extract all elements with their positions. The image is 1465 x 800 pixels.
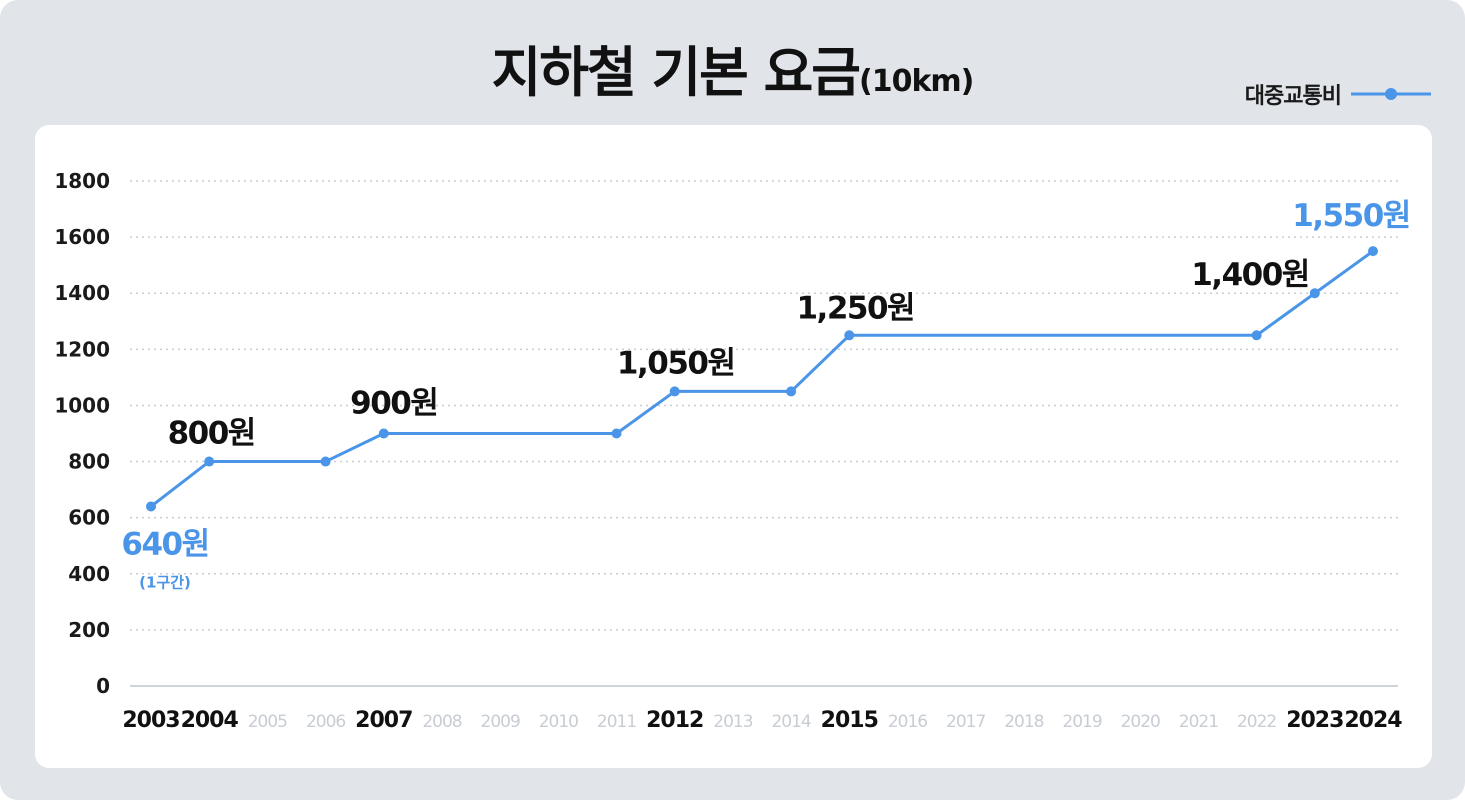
data-point xyxy=(1368,246,1378,257)
x-tick-label: 2023 xyxy=(1286,708,1343,733)
x-tick-label: 2009 xyxy=(481,712,520,732)
y-tick-label: 600 xyxy=(68,506,110,530)
y-tick-label: 1400 xyxy=(54,281,110,305)
x-tick-label: 2007 xyxy=(355,708,412,733)
x-axis-ticks: 2003 2004 2005 2006 2007 2008 2009 2010 2011 2012… xyxy=(122,708,1403,733)
series-layer xyxy=(146,246,1378,512)
data-point xyxy=(1309,288,1320,299)
legend: 대중교통비 xyxy=(1245,78,1431,110)
chart-title-suffix: (10km) xyxy=(858,64,974,99)
x-tick-label: 2005 xyxy=(248,712,287,732)
x-tick-label: 2004 xyxy=(181,708,239,733)
data-label: 1,050원 xyxy=(617,345,735,381)
x-tick-label: 2003 xyxy=(122,708,179,733)
data-point xyxy=(844,330,855,341)
data-label: 1,250원 xyxy=(796,290,914,326)
x-tick-label: 2020 xyxy=(1121,712,1160,732)
y-tick-label: 1000 xyxy=(54,393,110,417)
y-tick-label: 400 xyxy=(68,562,110,586)
y-tick-label: 1200 xyxy=(54,337,110,361)
x-tick-label: 2019 xyxy=(1062,712,1101,732)
x-tick-label: 2006 xyxy=(306,712,345,732)
legend-line-marker xyxy=(1351,88,1431,100)
legend-label: 대중교통비 xyxy=(1244,84,1342,109)
x-tick-label: 2024 xyxy=(1344,708,1402,733)
series-line xyxy=(150,249,1374,508)
x-tick-label: 2014 xyxy=(771,712,810,732)
y-tick-label: 1600 xyxy=(54,225,110,249)
data-point xyxy=(378,428,389,439)
y-tick-label: 200 xyxy=(68,618,110,642)
data-label: 900원 xyxy=(350,386,437,422)
data-label: 1,400원 xyxy=(1191,257,1309,293)
x-tick-label: 2016 xyxy=(888,712,927,732)
data-label: 800원 xyxy=(168,416,255,452)
x-tick-label: 2008 xyxy=(422,712,461,732)
x-tick-label: 2022 xyxy=(1237,712,1276,732)
x-tick-label: 2017 xyxy=(946,712,985,732)
data-label: 640원 xyxy=(121,526,208,562)
chart-title: 지하철 기본 요금(10km) xyxy=(0,28,1465,107)
data-label: 1,550원 xyxy=(1292,198,1410,234)
grid-lines xyxy=(130,180,1398,687)
plot-card xyxy=(35,125,1432,768)
data-point xyxy=(1251,330,1262,341)
x-tick-label: 2010 xyxy=(539,712,578,732)
chart-title-main: 지하철 기본 요금 xyxy=(491,41,861,104)
data-point xyxy=(204,456,215,467)
data-point xyxy=(786,386,797,397)
data-point xyxy=(146,501,156,512)
data-point xyxy=(320,456,331,467)
data-point xyxy=(611,428,622,439)
y-tick-label: 0 xyxy=(96,674,110,698)
data-point xyxy=(669,386,680,397)
x-tick-label: 2015 xyxy=(821,708,878,733)
x-tick-label: 2018 xyxy=(1004,712,1043,732)
x-tick-label: 2011 xyxy=(597,712,636,732)
x-tick-label: 2021 xyxy=(1179,712,1218,732)
data-label-note: (1구간) xyxy=(139,573,191,591)
y-axis-ticks: 0 200 400 600 800 1000 1200 1400 1600 1800 xyxy=(54,169,110,698)
y-tick-label: 1800 xyxy=(54,169,110,193)
x-tick-label: 2013 xyxy=(713,712,752,732)
data-labels: 640원 (1구간) 800원 900원 1,050원 1,250원 1,400원 1,550… xyxy=(121,198,1411,591)
y-tick-label: 800 xyxy=(68,450,110,474)
x-tick-label: 2012 xyxy=(646,708,703,733)
